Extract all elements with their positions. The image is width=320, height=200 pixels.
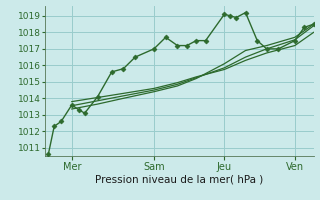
X-axis label: Pression niveau de la mer( hPa ): Pression niveau de la mer( hPa ) [95, 174, 263, 184]
